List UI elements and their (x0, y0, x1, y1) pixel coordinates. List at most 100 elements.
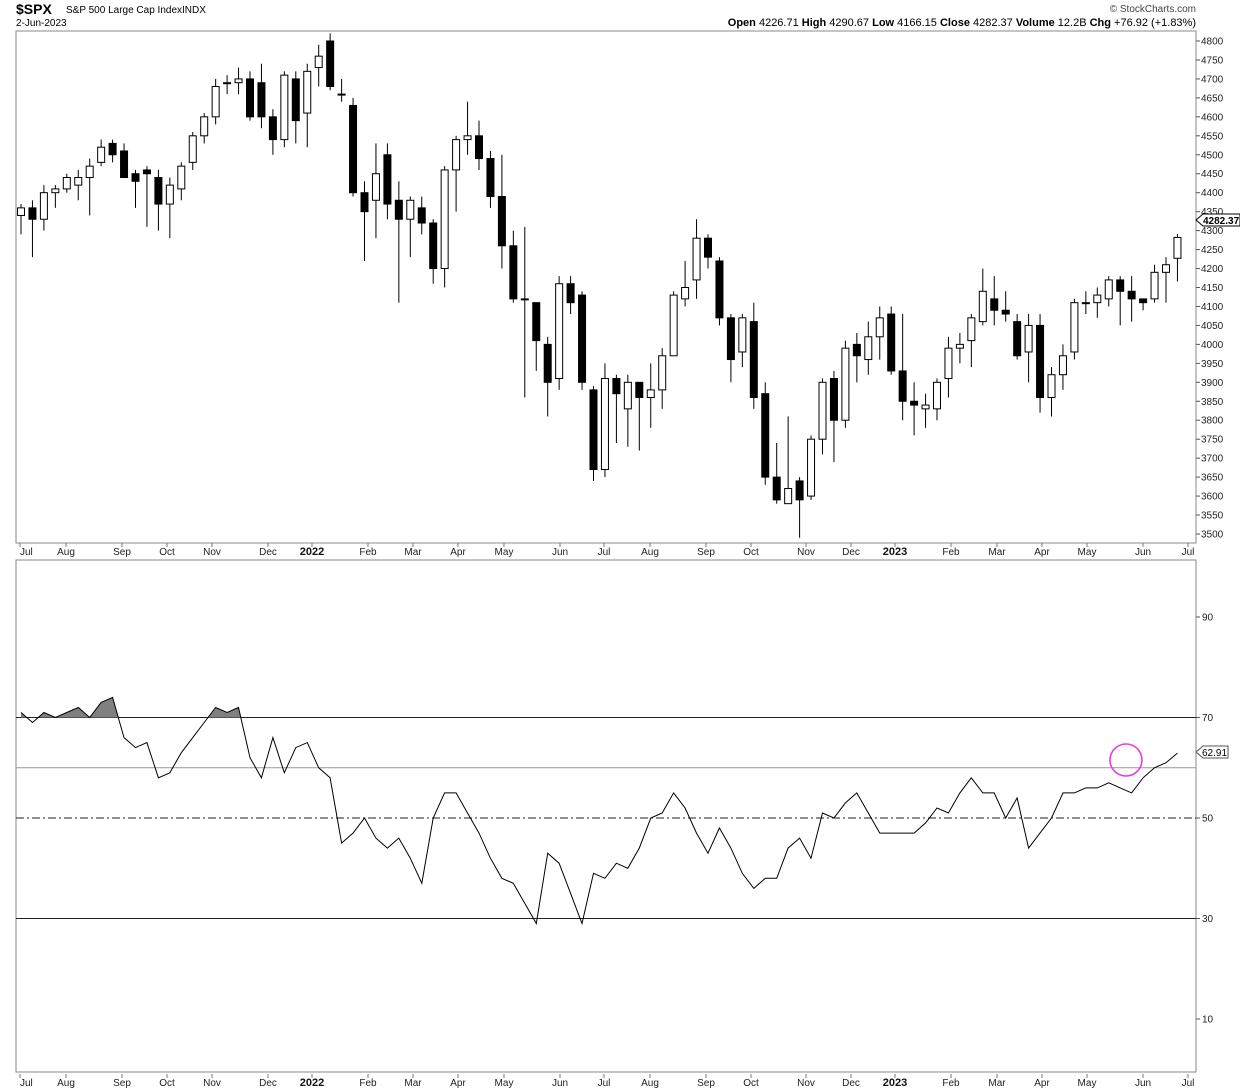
ohlc-label: Volume (1013, 17, 1058, 29)
top-month-label: Jul (598, 547, 611, 558)
rsi-panel (15, 559, 1197, 1073)
candle-body-up (234, 78, 243, 84)
candle-body-up (177, 165, 186, 190)
candle-body-up (406, 199, 415, 220)
candle-body-down (543, 343, 552, 383)
candle (990, 276, 999, 326)
candle (543, 336, 552, 417)
candle-body-up (1093, 294, 1102, 304)
candle-body-up (371, 173, 380, 201)
bottom-month-label: Jun (552, 1078, 568, 1089)
candle-body-up (692, 237, 701, 281)
candle (818, 378, 827, 455)
bottom-month-label: Feb (942, 1078, 960, 1089)
ohlc-label: Low (869, 17, 897, 29)
candle-body-up (646, 389, 655, 398)
price-tick-label: 4250 (1201, 245, 1224, 256)
top-month-label: Sep (113, 547, 131, 558)
candle (829, 370, 838, 462)
candle-body-down (795, 480, 804, 501)
candle (944, 336, 953, 398)
candle (417, 196, 426, 235)
candle-body-down (715, 260, 724, 319)
bottom-month-label: Feb (359, 1078, 377, 1089)
candle-body-down (898, 370, 907, 402)
price-tick-label: 3900 (1201, 378, 1224, 389)
top-month-label: Mar (404, 547, 422, 558)
candle (326, 33, 335, 91)
top-month-label: Jun (552, 547, 568, 558)
candle (1081, 291, 1090, 315)
candle-body-up (978, 290, 987, 323)
chart-date: 2-Jun-2023 (16, 18, 67, 29)
candle (85, 158, 94, 216)
candle (314, 44, 323, 87)
price-tick-label: 3700 (1201, 454, 1224, 465)
price-axis: 4800 4750 4700 4650 4600 4550 4500 4450 4400 4350… (1196, 37, 1224, 541)
candle (738, 314, 747, 368)
candle-body-down (566, 283, 575, 304)
candle (28, 200, 37, 258)
candle (910, 382, 919, 436)
candle (142, 166, 151, 227)
candle-body-up (955, 343, 964, 349)
candle (475, 120, 483, 170)
candle-body-down (394, 199, 403, 220)
candle (154, 169, 163, 231)
price-tick-label: 3800 (1201, 416, 1224, 427)
price-tick-label: 4500 (1201, 150, 1224, 161)
time-axis-top: Jul Aug Sep Oct Nov Dec 2022 Feb Mar Apr May Jun Jul… (19, 543, 1194, 558)
price-tick-label: 3850 (1201, 397, 1224, 408)
price-tick-label: 3500 (1201, 530, 1224, 541)
candle (497, 154, 506, 269)
candle (1150, 264, 1159, 303)
price-tick-label: 3600 (1201, 492, 1224, 503)
ohlc-label: High (799, 17, 830, 29)
candle (784, 416, 793, 505)
price-tick-label: 3750 (1201, 435, 1224, 446)
candle-body-down (246, 78, 254, 118)
bottom-month-label: Dec (842, 1078, 860, 1089)
candle-body-up (807, 438, 816, 497)
candle (349, 97, 358, 197)
price-tick-label: 4000 (1201, 340, 1224, 351)
candle-body-up (658, 355, 667, 391)
candle-body-up (864, 336, 873, 361)
candle (1173, 234, 1182, 282)
candle-body-up (303, 70, 312, 114)
candle-body-up (1081, 302, 1090, 305)
candle-body-down (749, 321, 758, 398)
bottom-month-label: Sep (697, 1078, 715, 1089)
candle-body-down (612, 378, 621, 395)
candle (635, 381, 644, 451)
price-tick-label: 4200 (1201, 264, 1224, 275)
ohlc-label: Chg (1087, 17, 1115, 29)
candle-body-up (738, 317, 747, 353)
last-rsi-tag: 62.91 (1195, 745, 1229, 759)
candle (1104, 276, 1113, 307)
candle-body-up (1070, 302, 1079, 353)
candle (291, 71, 300, 144)
top-month-label: Sep (697, 547, 715, 558)
candle-body-down (497, 195, 506, 247)
candle-body-up (600, 378, 609, 471)
candle (658, 348, 667, 409)
candle-body-down (417, 207, 426, 224)
price-tick-label: 4800 (1201, 37, 1224, 48)
bottom-month-label: Jun (1135, 1078, 1151, 1089)
ohlc-value: 4226.71 (759, 17, 799, 29)
index-name: S&P 500 Large Cap Index (66, 5, 182, 16)
candle (887, 306, 896, 375)
candle-body-up (85, 165, 94, 179)
candle-body-down (1013, 321, 1022, 357)
candle (1127, 276, 1136, 322)
candlestick-series (17, 33, 1182, 538)
price-tick-label: 4400 (1201, 188, 1224, 199)
candle-body-down (578, 294, 587, 383)
top-month-label: Apr (450, 547, 466, 558)
candle (177, 162, 186, 201)
price-tick-label: 4050 (1201, 321, 1224, 332)
price-tick-label: 3950 (1201, 359, 1224, 370)
candle (566, 276, 575, 315)
